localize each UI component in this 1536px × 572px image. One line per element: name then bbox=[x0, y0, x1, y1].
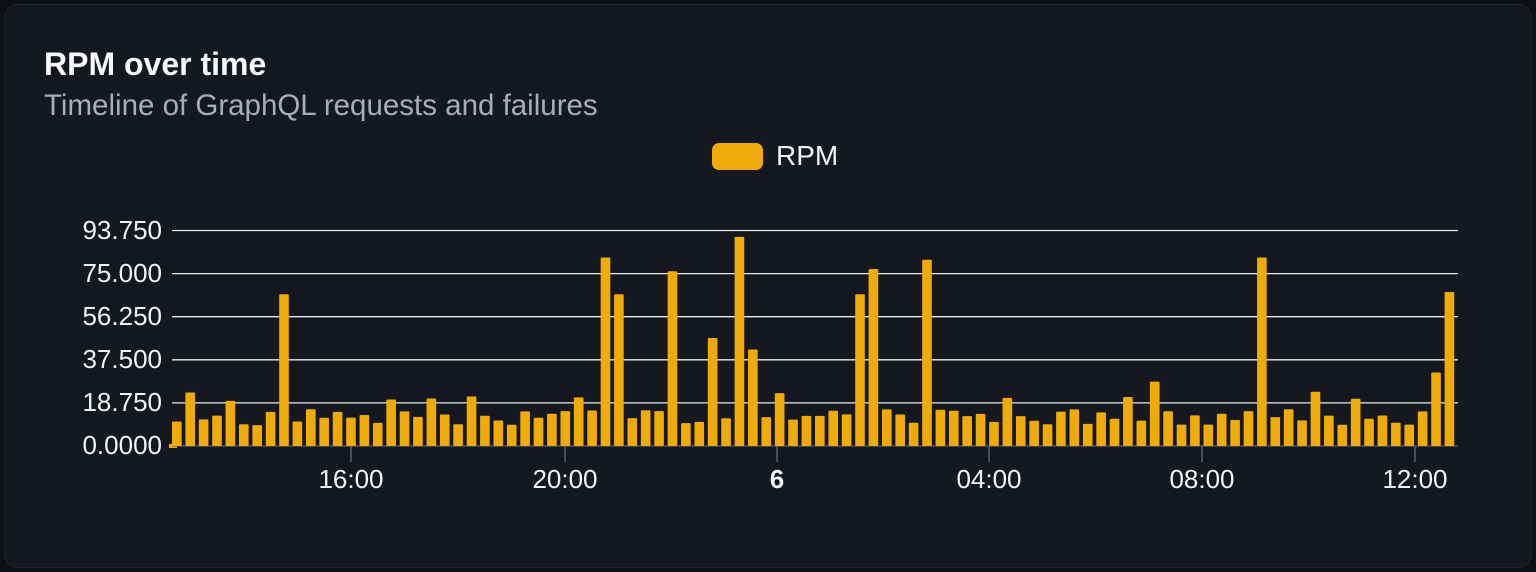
svg-text:0.0000: 0.0000 bbox=[82, 430, 162, 460]
svg-text:18.750: 18.750 bbox=[82, 387, 162, 417]
svg-text:6: 6 bbox=[770, 464, 784, 494]
svg-text:75.000: 75.000 bbox=[82, 258, 162, 288]
svg-text:56.250: 56.250 bbox=[82, 301, 162, 331]
svg-text:16:00: 16:00 bbox=[318, 464, 383, 494]
svg-text:08:00: 08:00 bbox=[1169, 464, 1234, 494]
svg-text:12:00: 12:00 bbox=[1382, 464, 1447, 494]
svg-text:20:00: 20:00 bbox=[532, 464, 597, 494]
svg-text:93.750: 93.750 bbox=[82, 215, 162, 245]
svg-text:37.500: 37.500 bbox=[82, 344, 162, 374]
svg-text:04:00: 04:00 bbox=[956, 464, 1021, 494]
